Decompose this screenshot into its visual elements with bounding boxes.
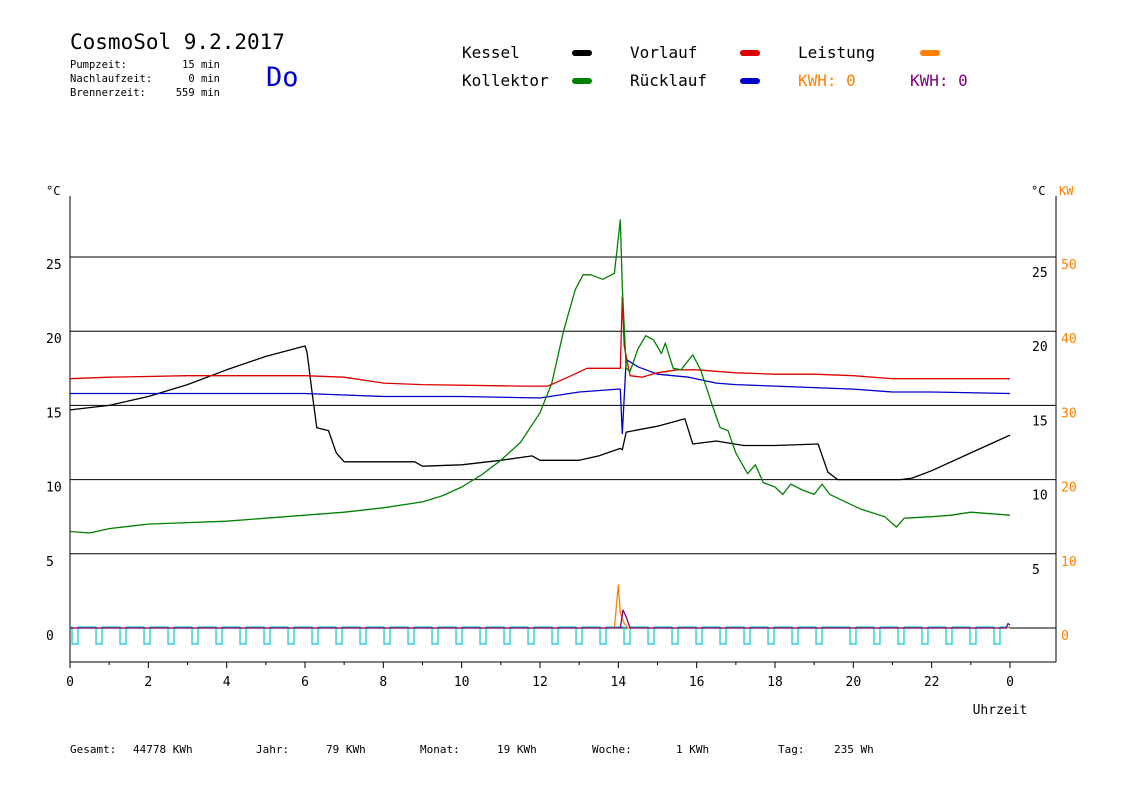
pump-activity-trace <box>70 626 1010 645</box>
x-tick-label: 10 <box>454 675 470 690</box>
legend-kessel-swatch <box>572 50 592 56</box>
chart-ticks: 0 2 4 6 8 10 12 14 16 18 20 22 0 Uhrzeit °C 0 5 10 15 20 25 °… <box>46 184 1077 718</box>
chart-series <box>69 219 1011 629</box>
right-power-tick-label: 10 <box>1061 555 1077 570</box>
pump-trace-path <box>70 626 1010 645</box>
footer-monat-value: 19 KWh <box>497 743 537 756</box>
info-row: Pumpzeit: 15 min <box>70 58 220 72</box>
left-tick-label: 15 <box>46 406 62 421</box>
right-temp-tick-label: 25 <box>1032 266 1048 281</box>
info-row: Brennerzeit: 559 min <box>70 86 220 100</box>
x-tick-label: 0 <box>1006 675 1014 690</box>
right-power-tick-label: 30 <box>1061 406 1077 421</box>
right-temp-unit-label: °C <box>1031 184 1045 198</box>
footer-gesamt-value: 44778 KWh <box>133 743 193 756</box>
legend-kwh1-label: KWH: 0 <box>798 71 856 90</box>
footer-tag-label: Tag: <box>778 743 805 756</box>
x-tick-label: 16 <box>689 675 705 690</box>
right-temp-tick-label: 5 <box>1032 563 1040 578</box>
info-block: Pumpzeit: 15 min Nachlaufzeit: 0 min Bre… <box>70 58 220 100</box>
series-line-ruecklauf <box>70 358 1011 435</box>
series-line-kessel <box>69 345 1011 481</box>
chart-axes <box>69 196 1057 663</box>
left-tick-label: 20 <box>46 332 62 347</box>
legend-kwh2-label: KWH: 0 <box>910 71 968 90</box>
x-tick-label: 14 <box>611 675 627 690</box>
x-tick-label: 20 <box>846 675 862 690</box>
legend-leistung-label: Leistung <box>798 43 876 62</box>
x-tick-label: 22 <box>924 675 940 690</box>
right-temp-tick-label: 10 <box>1032 489 1048 504</box>
info-label: Pumpzeit: <box>70 59 127 71</box>
info-value: 0 min <box>188 73 220 85</box>
legend-leistung-swatch <box>920 50 940 56</box>
info-label: Nachlaufzeit: <box>70 73 153 85</box>
legend-ruecklauf-label: Rücklauf <box>630 71 708 90</box>
right-temp-tick-label: 15 <box>1032 414 1048 429</box>
info-value: 15 min <box>182 59 220 71</box>
series-line-leistung <box>70 584 1010 629</box>
legend-vorlauf-swatch <box>740 50 760 56</box>
x-unit-label: Uhrzeit <box>973 703 1028 718</box>
right-power-tick-label: 40 <box>1061 332 1077 347</box>
x-tick-label: 12 <box>532 675 548 690</box>
info-row: Nachlaufzeit: 0 min <box>70 72 220 86</box>
footer-woche-label: Woche: <box>592 743 632 756</box>
right-power-tick-label: 50 <box>1061 258 1077 273</box>
x-tick-label: 18 <box>767 675 783 690</box>
x-tick-label: 4 <box>223 675 231 690</box>
legend-kessel-label: Kessel <box>462 43 520 62</box>
left-tick-label: 5 <box>46 555 54 570</box>
legend-ruecklauf-swatch <box>740 78 760 84</box>
left-tick-label: 10 <box>46 481 62 496</box>
right-temp-tick-label: 20 <box>1032 340 1048 355</box>
x-tick-label: 8 <box>379 675 387 690</box>
chart-grid <box>70 256 1056 555</box>
left-unit-label: °C <box>46 184 60 198</box>
footer-jahr-value: 79 KWh <box>326 743 366 756</box>
right-power-unit-label: KW <box>1059 184 1074 198</box>
weekday-label: Do <box>266 62 299 93</box>
x-tick-label: 2 <box>144 675 152 690</box>
footer-tag-value: 235 Wh <box>834 743 874 756</box>
legend-kollektor-label: Kollektor <box>462 71 549 90</box>
info-label: Brennerzeit: <box>70 87 146 99</box>
series-line-kollektor <box>69 219 1011 534</box>
info-value: 559 min <box>175 87 220 99</box>
x-tick-label: 0 <box>66 675 74 690</box>
footer-gesamt-label: Gesamt: <box>70 743 117 756</box>
legend-kollektor-swatch <box>572 78 592 84</box>
left-tick-label: 0 <box>46 629 54 644</box>
left-tick-label: 25 <box>46 258 62 273</box>
series-line-vorlauf <box>69 296 1010 387</box>
footer-monat-label: Monat: <box>420 743 460 756</box>
series-line-kwh <box>70 609 1011 629</box>
footer-jahr-label: Jahr: <box>256 743 290 756</box>
app-title: CosmoSol 9.2.2017 <box>70 30 285 54</box>
right-power-tick-label: 0 <box>1061 629 1069 644</box>
x-tick-label: 6 <box>301 675 309 690</box>
footer-woche-value: 1 KWh <box>676 743 710 756</box>
right-power-tick-label: 20 <box>1061 481 1077 496</box>
legend-vorlauf-label: Vorlauf <box>630 43 698 62</box>
